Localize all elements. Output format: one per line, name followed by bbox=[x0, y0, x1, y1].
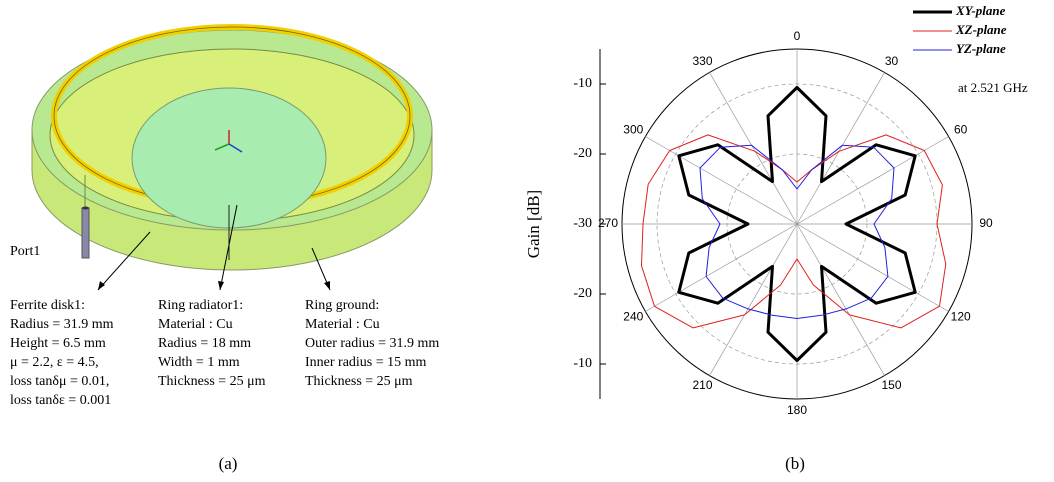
annotation: at 2.521 GHz bbox=[958, 80, 1028, 95]
r-tick-label: -30 bbox=[573, 216, 592, 231]
annotation-line: Radius = 18 mm bbox=[158, 336, 251, 351]
r-tick-label: -10 bbox=[573, 76, 592, 91]
legend-label: XY-plane bbox=[955, 3, 1006, 18]
port-rod bbox=[82, 208, 89, 258]
annotation-line: Height = 6.5 mm bbox=[10, 336, 106, 351]
annotation-line: loss tanδε = 0.001 bbox=[10, 393, 111, 408]
angle-tick-label: 90 bbox=[979, 216, 993, 230]
annotation-line: Radius = 31.9 mm bbox=[10, 317, 114, 332]
angle-tick-label: 210 bbox=[692, 378, 712, 392]
arrowhead bbox=[324, 281, 330, 290]
angle-tick-label: 180 bbox=[787, 403, 807, 417]
angle-tick-label: 120 bbox=[951, 310, 971, 324]
arrowhead bbox=[218, 281, 224, 290]
port-label: Port1 bbox=[10, 244, 40, 259]
angle-tick-label: 240 bbox=[623, 310, 643, 324]
annotation-line: Ring radiator1: bbox=[158, 298, 243, 313]
port-top bbox=[82, 207, 89, 210]
figure-canvas: Port1 (a) (b) Gain [dB] at 2.521 GHz Fer… bbox=[0, 0, 1054, 482]
figure: Port1 (a) (b) Gain [dB] at 2.521 GHz Fer… bbox=[0, 0, 1054, 482]
caption: (b) bbox=[785, 454, 805, 473]
r-tick-label: -20 bbox=[573, 286, 592, 301]
r-tick-label: -10 bbox=[573, 356, 592, 371]
angle-tick-label: 150 bbox=[881, 378, 901, 392]
angle-tick-label: 0 bbox=[794, 29, 801, 43]
annotation-line: Outer radius = 31.9 mm bbox=[305, 336, 439, 351]
r-tick-label: -20 bbox=[573, 146, 592, 161]
annotation-line: μ = 2.2, ε = 4.5, bbox=[10, 355, 99, 370]
angle-tick-label: 270 bbox=[598, 216, 618, 230]
angle-tick-label: 330 bbox=[692, 54, 712, 68]
annotation-line: Ferrite disk1: bbox=[10, 298, 85, 313]
legend-label: YZ-plane bbox=[956, 41, 1006, 56]
annotation-line: Ring ground: bbox=[305, 298, 379, 313]
r-axis-label: Gain [dB] bbox=[524, 190, 543, 258]
annotation-line: Thickness = 25 μm bbox=[158, 374, 266, 389]
annotation-line: Material : Cu bbox=[305, 317, 380, 332]
annotation-line: loss tanδμ = 0.01, bbox=[10, 374, 109, 389]
annotation-line: Material : Cu bbox=[158, 317, 233, 332]
annotation-line: Width = 1 mm bbox=[158, 355, 240, 370]
angle-tick-label: 60 bbox=[954, 123, 968, 137]
caption: (a) bbox=[219, 454, 238, 473]
disk-drawing bbox=[32, 27, 432, 290]
angle-tick-label: 30 bbox=[885, 54, 899, 68]
arrowhead bbox=[98, 281, 105, 290]
legend-label: XZ-plane bbox=[955, 22, 1007, 37]
angle-tick-label: 300 bbox=[623, 123, 643, 137]
annotation-line: Thickness = 25 μm bbox=[305, 374, 413, 389]
annotation-line: Inner radius = 15 mm bbox=[305, 355, 427, 370]
